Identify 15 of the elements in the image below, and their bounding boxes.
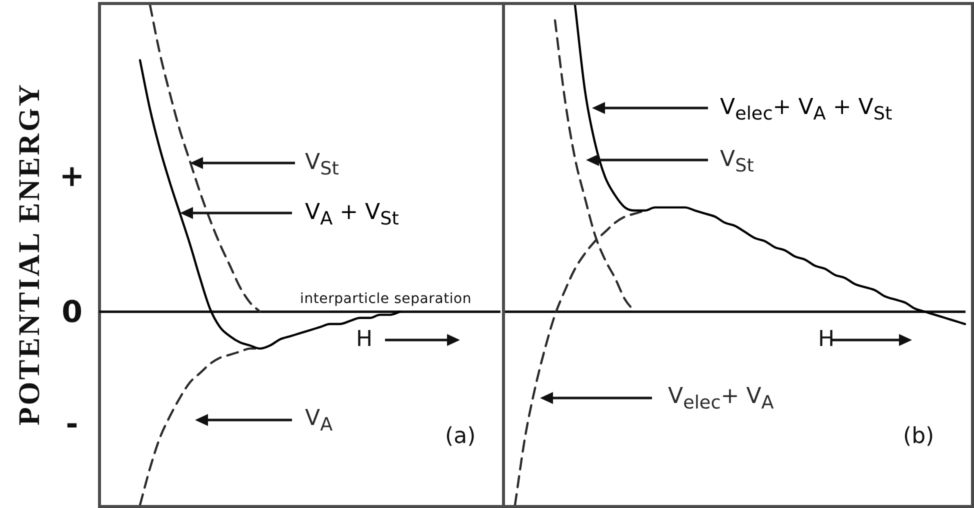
text: V$_{elec}$+ V$_{A}$ + V$_{St}$ bbox=[720, 95, 892, 126]
text: 0 bbox=[62, 295, 82, 330]
text: V$_{A}$ bbox=[305, 406, 333, 438]
text: V$_{St}$ bbox=[720, 147, 754, 178]
text: + bbox=[59, 159, 85, 194]
annotation: H bbox=[818, 327, 835, 353]
x-axis-title: interparticle separation bbox=[300, 291, 472, 307]
text: V$_{elec}$+ V$_{A}$ bbox=[668, 384, 774, 416]
text: - bbox=[66, 407, 78, 442]
annotation: (a) bbox=[445, 424, 476, 450]
text: V$_{A}$ + V$_{St}$ bbox=[305, 200, 399, 232]
annotation: H bbox=[356, 327, 373, 353]
text: V$_{St}$ bbox=[305, 150, 339, 182]
y-axis-title: POTENTIAL ENERGY bbox=[13, 82, 46, 426]
annotation: (b) bbox=[903, 424, 934, 450]
